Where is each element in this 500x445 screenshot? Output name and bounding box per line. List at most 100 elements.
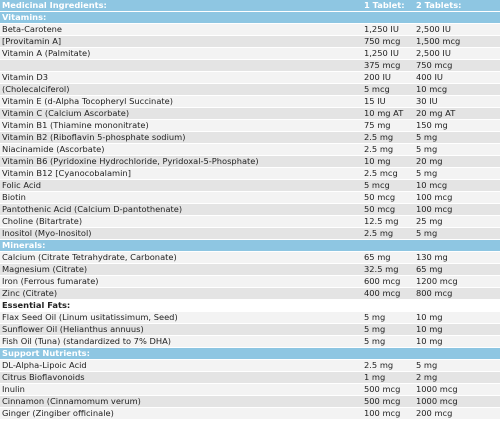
table-row: Vitamin D3 200 IU 400 IU [0,71,500,84]
section-label [414,347,500,360]
column-header-one-tablet: 1 Tablet: [362,0,414,12]
table-row: Vitamin C (Calcium Ascorbate) 10 mg AT 20 … [0,107,500,120]
two-tablets-cell: 10 mcg [414,179,500,192]
ingredient-cell: Sunflower Oil (Helianthus annuus) [0,323,362,336]
two-tablets-cell: 1,500 mcg [414,35,500,48]
ingredient-cell: Inulin [0,383,362,396]
table-row: Pantothenic Acid (Calcium D-pantothenate… [0,203,500,216]
two-tablets-cell: 10 mcg [414,83,500,96]
one-tablet-cell: 65 mg [362,251,414,264]
table-row: Choline (Bitartrate) 12.5 mg 25 mg [0,215,500,228]
ingredient-cell: DL-Alpha-Lipoic Acid [0,359,362,372]
ingredient-cell: Vitamin B1 (Thiamine mononitrate) [0,119,362,132]
one-tablet-cell: 10 mg [362,155,414,168]
ingredient-cell: Zinc (Citrate) [0,287,362,300]
section-header-row: Vitamins: [0,11,500,24]
two-tablets-cell: 100 mcg [414,203,500,216]
one-tablet-cell: 1 mg [362,371,414,384]
table-row: Citrus Bioflavonoids 1 mg 2 mg [0,371,500,384]
two-tablets-cell: 65 mg [414,263,500,276]
table-row: Sunflower Oil (Helianthus annuus) 5 mg 10 … [0,323,500,336]
one-tablet-cell: 50 mcg [362,203,414,216]
one-tablet-cell: 1,250 IU [362,47,414,60]
one-tablet-cell: 2.5 mg [362,131,414,144]
two-tablets-cell: 5 mg [414,143,500,156]
table-row: Niacinamide (Ascorbate) 2.5 mg 5 mg [0,143,500,156]
table-row: Vitamin B6 (Pyridoxine Hydrochloride, Py… [0,155,500,168]
one-tablet-cell: 200 IU [362,71,414,84]
one-tablet-cell: 5 mg [362,311,414,324]
table-row: Vitamin B12 [Cyanocobalamin] 2.5 mcg 5 mg [0,167,500,180]
two-tablets-cell: 200 mcg [414,407,500,420]
one-tablet-cell: 5 mg [362,323,414,336]
one-tablet-cell: 2.5 mg [362,359,414,372]
table-row: 375 mcg 750 mcg [0,59,500,72]
ingredient-cell: [Provitamin A] [0,35,362,48]
one-tablet-cell: 1,250 IU [362,23,414,36]
table-row: Inulin 500 mcg 1000 mcg [0,383,500,396]
ingredient-cell [0,59,362,72]
two-tablets-cell: 2,500 IU [414,47,500,60]
table-row: Iron (Ferrous fumarate) 600 mcg 1200 mcg [0,275,500,288]
section-label [414,299,500,312]
two-tablets-cell: 20 mg AT [414,107,500,120]
two-tablets-cell: 800 mcg [414,287,500,300]
section-header-row: Minerals: [0,239,500,252]
one-tablet-cell: 15 IU [362,95,414,108]
ingredient-cell: Biotin [0,191,362,204]
ingredient-cell: Calcium (Citrate Tetrahydrate, Carbonate… [0,251,362,264]
two-tablets-cell: 400 IU [414,71,500,84]
table-row: Vitamin B1 (Thiamine mononitrate) 75 mg 15… [0,119,500,132]
two-tablets-cell: 2,500 IU [414,23,500,36]
ingredient-cell: Folic Acid [0,179,362,192]
two-tablets-cell: 2 mg [414,371,500,384]
one-tablet-cell: 400 mcg [362,287,414,300]
one-tablet-cell: 12.5 mg [362,215,414,228]
ingredient-cell: Magnesium (Citrate) [0,263,362,276]
ingredients-table: Medicinal Ingredients: 1 Tablet: 2 Table… [0,0,500,420]
two-tablets-cell: 150 mg [414,119,500,132]
ingredient-cell: Cinnamon (Cinnamomum verum) [0,395,362,408]
two-tablets-cell: 10 mg [414,311,500,324]
ingredient-cell: Fish Oil (Tuna) (standardized to 7% DHA) [0,335,362,348]
ingredient-cell: (Cholecalciferol) [0,83,362,96]
one-tablet-cell: 10 mg AT [362,107,414,120]
ingredient-cell: Flax Seed Oil (Linum usitatissimum, Seed… [0,311,362,324]
one-tablet-cell: 100 mcg [362,407,414,420]
one-tablet-cell: 500 mcg [362,395,414,408]
table-header-row: Medicinal Ingredients: 1 Tablet: 2 Table… [0,0,500,12]
two-tablets-cell: 10 mg [414,335,500,348]
column-header-two-tablets: 2 Tablets: [414,0,500,12]
one-tablet-cell: 75 mg [362,119,414,132]
ingredient-cell: Vitamin D3 [0,71,362,84]
one-tablet-cell: 5 mg [362,335,414,348]
ingredient-cell: Vitamin C (Calcium Ascorbate) [0,107,362,120]
ingredient-cell: Vitamin E (d-Alpha Tocopheryl Succinate) [0,95,362,108]
table-row: [Provitamin A] 750 mcg 1,500 mcg [0,35,500,48]
section-label [362,299,414,312]
section-header-row: Support Nutrients: [0,347,500,360]
table-row: Inositol (Myo-Inositol) 2.5 mg 5 mg [0,227,500,240]
column-header-ingredient: Medicinal Ingredients: [0,0,362,12]
table-row: Zinc (Citrate) 400 mcg 800 mcg [0,287,500,300]
table-row: Vitamin B2 (Riboflavin 5-phosphate sodiu… [0,131,500,144]
two-tablets-cell: 5 mg [414,359,500,372]
section-label [362,11,414,24]
table-row: Folic Acid 5 mcg 10 mcg [0,179,500,192]
table-row: Beta-Carotene 1,250 IU 2,500 IU [0,23,500,36]
section-label [414,11,500,24]
table-row: Fish Oil (Tuna) (standardized to 7% DHA)… [0,335,500,348]
two-tablets-cell: 100 mcg [414,191,500,204]
table-row: Vitamin E (d-Alpha Tocopheryl Succinate)… [0,95,500,108]
one-tablet-cell: 750 mcg [362,35,414,48]
table-row: Flax Seed Oil (Linum usitatissimum, Seed… [0,311,500,324]
table-row: Vitamin A (Palmitate) 1,250 IU 2,500 IU [0,47,500,60]
one-tablet-cell: 5 mcg [362,179,414,192]
table-row: Cinnamon (Cinnamomum verum) 500 mcg 1000 m… [0,395,500,408]
ingredient-cell: Vitamin B6 (Pyridoxine Hydrochloride, Py… [0,155,362,168]
one-tablet-cell: 2.5 mg [362,227,414,240]
two-tablets-cell: 1000 mcg [414,383,500,396]
two-tablets-cell: 20 mg [414,155,500,168]
table-row: Biotin 50 mcg 100 mcg [0,191,500,204]
table-row: DL-Alpha-Lipoic Acid 2.5 mg 5 mg [0,359,500,372]
